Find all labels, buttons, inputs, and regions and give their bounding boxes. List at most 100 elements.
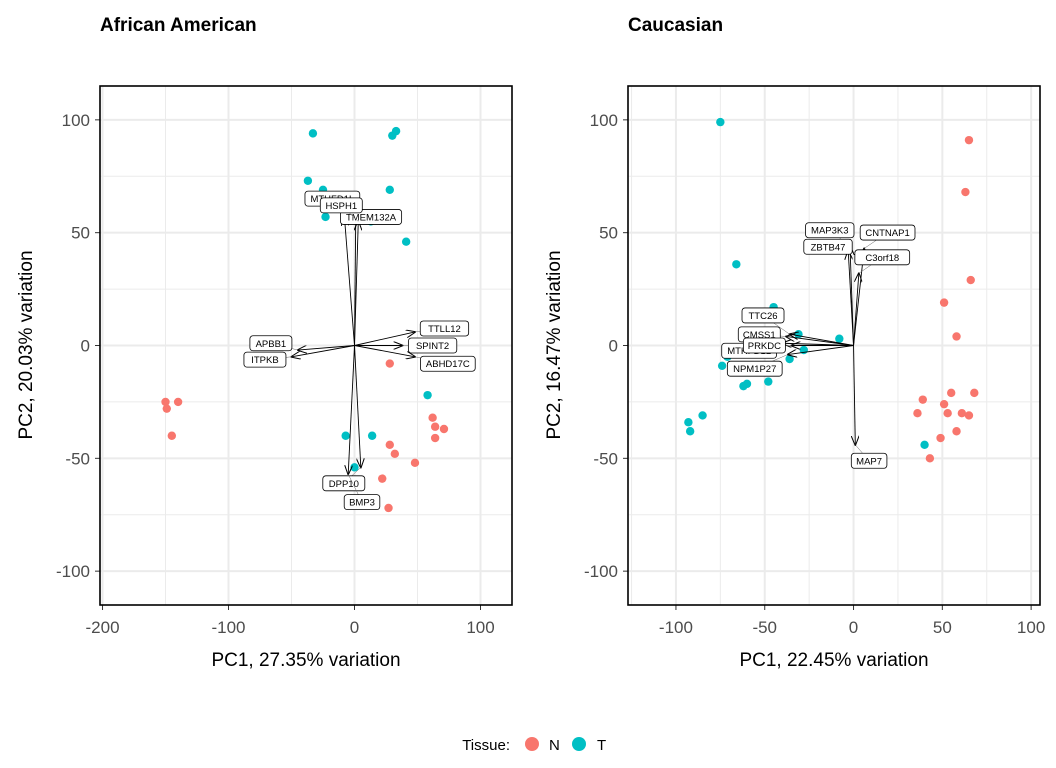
loading-label-text: BMP3 bbox=[349, 498, 375, 509]
data-point-n bbox=[964, 135, 974, 145]
loading-label-text: CNTNAP1 bbox=[865, 228, 909, 239]
x-tick-label: 100 bbox=[1017, 618, 1045, 637]
data-point-n bbox=[918, 395, 927, 404]
y-tick-label: -50 bbox=[593, 449, 618, 468]
loading-label: SPINT2 bbox=[402, 337, 458, 354]
panel-title: Caucasian bbox=[628, 15, 723, 36]
loading-arrow bbox=[348, 345, 355, 475]
loading-label-text: TTLL12 bbox=[428, 324, 461, 335]
loading-arrow bbox=[354, 345, 415, 357]
data-point-n bbox=[385, 359, 394, 368]
data-point-t bbox=[835, 334, 844, 343]
y-tick-label: -100 bbox=[584, 562, 618, 581]
y-tick-label: 50 bbox=[599, 224, 618, 243]
data-point-n bbox=[428, 413, 437, 422]
loading-label-box bbox=[243, 351, 287, 368]
data-point-n bbox=[964, 411, 974, 420]
loading-arrow bbox=[853, 273, 859, 346]
loading-label-box bbox=[726, 360, 783, 377]
y-axis-title: PC2, 16.47% variation bbox=[544, 250, 565, 439]
loading-label-text: NPM1P27 bbox=[733, 364, 776, 375]
data-point-n bbox=[952, 332, 961, 341]
data-point-n bbox=[961, 187, 970, 197]
loading-arrow bbox=[354, 332, 415, 346]
loading-label: TTC26 bbox=[741, 307, 790, 335]
loading-label-box bbox=[805, 222, 855, 239]
loading-label-text: SPINT2 bbox=[416, 341, 449, 352]
plot-area: -200-1000100-100-50050100MTHFD1LTMEM132A… bbox=[56, 85, 513, 637]
data-point-t bbox=[341, 431, 350, 440]
x-tick-label: 50 bbox=[933, 618, 952, 637]
loading-label: MAP7 bbox=[850, 444, 888, 469]
data-point-n bbox=[939, 399, 949, 409]
x-axis-title: PC1, 27.35% variation bbox=[211, 650, 400, 671]
loading-label: APBB1 bbox=[249, 335, 298, 352]
loading-label-box bbox=[420, 355, 476, 372]
loading-label-text: C3orf18 bbox=[865, 253, 899, 264]
loading-label-text: TTC26 bbox=[748, 311, 777, 322]
loading-label: DPP10 bbox=[322, 467, 366, 492]
loading-arrow bbox=[355, 221, 359, 346]
data-point-t bbox=[684, 418, 693, 427]
data-point-t bbox=[716, 117, 725, 127]
loading-label: TTLL12 bbox=[414, 320, 470, 337]
y-tick-label: 0 bbox=[81, 337, 90, 356]
data-point-t bbox=[739, 381, 748, 391]
y-tick-label: 100 bbox=[62, 111, 90, 130]
data-point-t bbox=[308, 129, 318, 138]
panel-caucasian: -100 -50 0 50 100 -100 -50 0 50 100 MAP3K3 CNTNAP1 Z… bbox=[544, 15, 1045, 671]
loading-label: C3orf18 bbox=[854, 249, 911, 274]
loading-label-text: ZBTB47 bbox=[811, 242, 846, 253]
loading-arrow bbox=[354, 345, 361, 468]
data-point-n bbox=[939, 298, 949, 307]
legend: Tissue: N T bbox=[462, 737, 606, 754]
loading-label: ITPKB bbox=[243, 351, 292, 368]
x-tick-label: 100 bbox=[466, 618, 494, 637]
data-point-t bbox=[423, 390, 432, 400]
plot-area: -100 -50 0 50 100 -100 -50 0 50 100 MAP3K3 CNTNAP1 Z… bbox=[584, 85, 1045, 637]
panel-border bbox=[627, 85, 1041, 606]
x-tick-label: -50 bbox=[752, 618, 777, 637]
data-point-t bbox=[685, 427, 695, 436]
data-point-n bbox=[385, 440, 394, 449]
loading-label-text: PRKDC bbox=[748, 341, 781, 352]
legend-swatch-n bbox=[525, 737, 539, 751]
x-tick-label: 0 bbox=[849, 618, 858, 637]
data-point-n bbox=[957, 408, 967, 418]
legend-label-n: N bbox=[549, 737, 560, 754]
loading-label: ABHD17C bbox=[414, 355, 476, 372]
data-point-n bbox=[378, 474, 387, 483]
data-point-t bbox=[785, 354, 794, 364]
x-tick-label: 0 bbox=[350, 618, 359, 637]
data-point-t bbox=[717, 361, 727, 371]
loading-label-text: TMEM132A bbox=[346, 212, 397, 223]
loading-arrow bbox=[292, 345, 355, 357]
data-point-n bbox=[943, 408, 952, 418]
data-point-n bbox=[430, 422, 440, 431]
data-point-t bbox=[732, 260, 741, 269]
x-tick-label: -200 bbox=[86, 618, 120, 637]
loading-label-box bbox=[859, 224, 916, 241]
data-point-n bbox=[970, 388, 979, 398]
loading-label: ZBTB47 bbox=[803, 238, 853, 255]
x-tick-label: -100 bbox=[659, 618, 693, 637]
legend-label-t: T bbox=[597, 737, 606, 754]
loading-label-text: ABHD17C bbox=[426, 359, 470, 370]
data-point-n bbox=[913, 408, 922, 418]
loading-label-text: CMSS1 bbox=[743, 330, 776, 341]
y-tick-label: -50 bbox=[65, 449, 90, 468]
data-point-n bbox=[173, 397, 183, 407]
loading-label-box bbox=[803, 238, 853, 255]
loading-label-text: APBB1 bbox=[256, 339, 287, 350]
y-tick-label: 50 bbox=[71, 224, 90, 243]
loading-label-box bbox=[742, 337, 786, 354]
data-point-t bbox=[303, 176, 313, 185]
loading-arrow bbox=[854, 345, 856, 445]
loading-label-box bbox=[850, 452, 888, 469]
data-point-n bbox=[966, 275, 975, 285]
y-tick-label: 100 bbox=[590, 111, 618, 130]
data-point-t bbox=[698, 411, 707, 420]
loading-arrow bbox=[848, 251, 854, 346]
loading-label-box bbox=[407, 337, 458, 354]
